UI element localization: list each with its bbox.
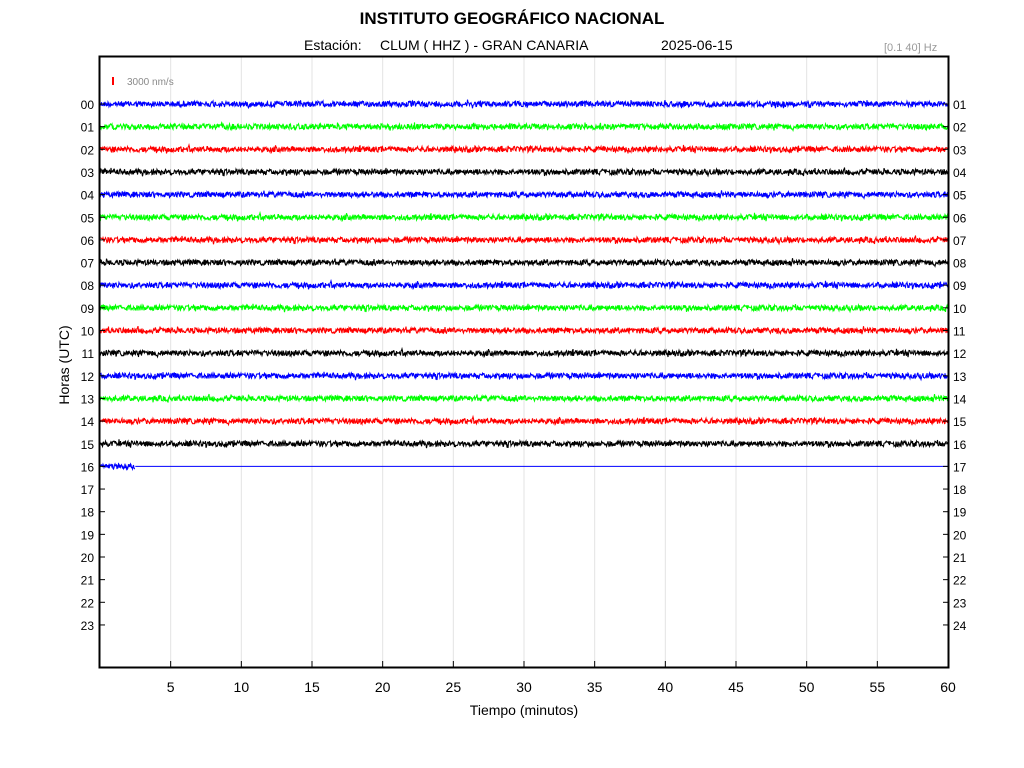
seismic-trace-08 (99, 278, 949, 291)
seismic-trace-00 (99, 99, 949, 110)
hour-label-right: 09 (953, 279, 967, 293)
station-name: CLUM ( HHZ ) - GRAN CANARIA (380, 37, 589, 53)
hour-labels: 00 01 02 03 04 05 06 07 08 09 10 11 12 13 14 15 16 17 18 19… (81, 98, 967, 633)
x-tick-label: 20 (375, 679, 391, 695)
hour-label-left: 11 (82, 347, 95, 361)
hour-label-left: 17 (81, 483, 95, 497)
hour-label-right: 17 (953, 460, 967, 474)
x-ticks: 5 10 15 20 25 30 35 40 45 50 55 60 (167, 661, 956, 695)
hour-label-right: 08 (953, 257, 967, 271)
vertical-grid (170, 57, 878, 667)
hour-label-right: 01 (953, 98, 967, 112)
hour-label-right: 18 (953, 483, 967, 497)
hour-label-left: 06 (81, 234, 95, 248)
seismic-trace-05 (99, 210, 949, 223)
hour-label-left: 07 (81, 257, 95, 271)
x-tick-label: 30 (516, 679, 532, 695)
seismic-trace-14 (99, 414, 949, 427)
y-axis-label: Horas (UTC) (56, 325, 72, 404)
hour-label-left: 23 (81, 619, 95, 633)
hour-label-right: 10 (953, 302, 967, 316)
x-tick-label: 10 (234, 679, 250, 695)
hour-label-right: 02 (953, 121, 967, 135)
hour-label-left: 22 (81, 596, 95, 610)
seismic-trace-13 (99, 393, 949, 404)
hour-label-left: 16 (81, 460, 95, 474)
hour-label-left: 05 (81, 211, 95, 225)
scale-bar: 3000 nm/s (112, 77, 174, 88)
hour-label-left: 08 (81, 279, 95, 293)
hour-label-right: 13 (953, 370, 967, 384)
hour-label-right: 11 (953, 325, 966, 339)
hour-label-left: 10 (81, 325, 95, 339)
x-tick-label: 55 (870, 679, 886, 695)
seismic-trace-03 (99, 167, 949, 178)
hour-label-right: 23 (953, 596, 967, 610)
x-tick-label: 5 (167, 679, 175, 695)
x-tick-label: 40 (658, 679, 674, 695)
hour-label-right: 07 (953, 234, 967, 248)
hour-label-left: 20 (81, 551, 95, 565)
hour-label-left: 14 (81, 415, 95, 429)
hour-label-left: 15 (81, 438, 95, 452)
hour-label-left: 13 (81, 392, 95, 406)
seismic-trace-04 (99, 189, 949, 200)
hour-label-left: 09 (81, 302, 95, 316)
seismic-trace-02 (99, 142, 949, 155)
x-tick-label: 60 (940, 679, 956, 695)
traces (99, 99, 949, 472)
seismic-trace-16 (99, 462, 136, 472)
hour-label-left: 12 (81, 370, 95, 384)
hour-label-right: 05 (953, 189, 967, 203)
hour-label-right: 04 (953, 166, 967, 180)
hour-label-right: 21 (953, 551, 967, 565)
seismic-trace-12 (99, 370, 949, 382)
hour-label-right: 24 (953, 619, 967, 633)
hour-label-left: 19 (81, 528, 95, 542)
seismic-trace-01 (99, 120, 949, 132)
hour-label-left: 01 (81, 121, 95, 135)
seismic-trace-15 (99, 438, 949, 449)
filter-band-label: [0.1 40] Hz (884, 42, 938, 54)
station-label: Estación: (304, 37, 362, 53)
date-label: 2025-06-15 (661, 37, 733, 53)
seismic-trace-07 (99, 257, 949, 268)
plot-frame (98, 55, 950, 669)
seismic-trace-09 (99, 302, 949, 314)
hour-label-right: 06 (953, 211, 967, 225)
hour-label-right: 20 (953, 528, 967, 542)
hour-label-left: 03 (81, 166, 95, 180)
scale-bar-mark (112, 77, 114, 85)
hour-label-left: 04 (81, 189, 95, 203)
x-tick-label: 25 (446, 679, 462, 695)
hour-label-left: 00 (81, 98, 95, 112)
x-tick-label: 15 (304, 679, 320, 695)
seismic-trace-06 (99, 235, 949, 246)
chart-title: INSTITUTO GEOGRÁFICO NACIONAL (359, 9, 665, 28)
hour-label-left: 18 (81, 506, 95, 520)
hour-label-right: 16 (953, 438, 967, 452)
scale-bar-label: 3000 nm/s (127, 77, 174, 88)
hour-label-right: 22 (953, 574, 967, 588)
hour-label-right: 14 (953, 392, 967, 406)
x-tick-label: 50 (799, 679, 815, 695)
hour-label-right: 03 (953, 143, 967, 157)
x-tick-label: 35 (587, 679, 603, 695)
hour-label-right: 19 (953, 506, 967, 520)
hour-label-right: 12 (953, 347, 967, 361)
seismic-trace-11 (99, 346, 949, 359)
hour-label-left: 02 (81, 143, 95, 157)
hour-label-right: 15 (953, 415, 967, 429)
seismic-trace-10 (99, 325, 949, 336)
x-tick-label: 45 (728, 679, 744, 695)
x-axis-label: Tiempo (minutos) (470, 702, 578, 718)
hour-label-left: 21 (81, 574, 95, 588)
